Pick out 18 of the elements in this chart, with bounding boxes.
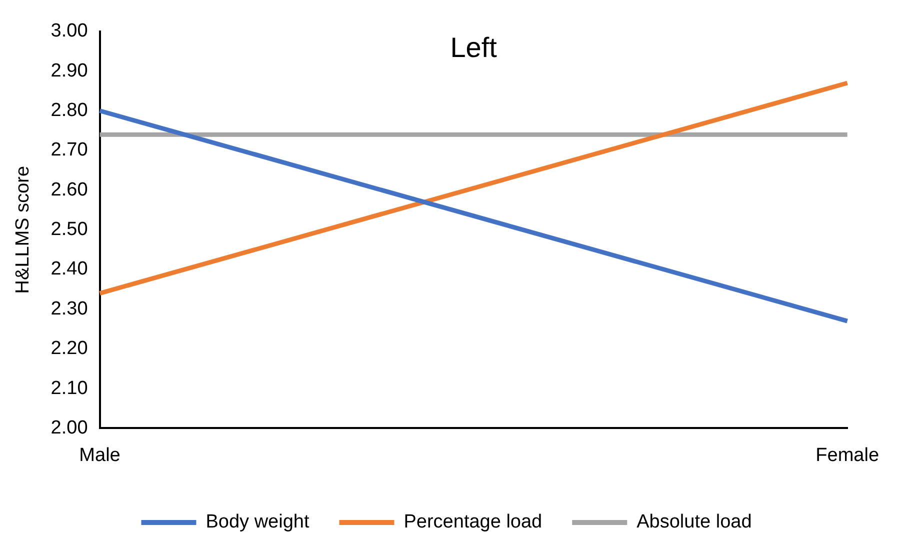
y-tick-label: 2.20	[50, 338, 88, 360]
y-axis-title: H&LLMS score	[12, 166, 34, 294]
y-tick-label: 2.10	[50, 378, 88, 399]
legend-label: Absolute load	[636, 512, 752, 533]
legend-label: Body weight	[206, 512, 310, 533]
legend-label: Percentage load	[404, 512, 542, 533]
y-tick-label: 2.90	[50, 60, 88, 82]
y-tick-label: 3.00	[50, 20, 88, 42]
x-tick-label: Male	[79, 444, 120, 466]
y-tick-label: 2.00	[50, 417, 88, 438]
y-tick-label: 2.50	[50, 219, 88, 240]
y-tick-label: 2.80	[50, 100, 88, 121]
y-tick-label: 2.40	[50, 258, 88, 280]
chart-title: Left	[450, 32, 498, 64]
y-tick-label: 2.30	[50, 298, 88, 320]
y-tick-label: 2.60	[50, 179, 88, 200]
x-tick-label: Female	[816, 444, 879, 466]
y-tick-label: 2.70	[50, 140, 88, 161]
